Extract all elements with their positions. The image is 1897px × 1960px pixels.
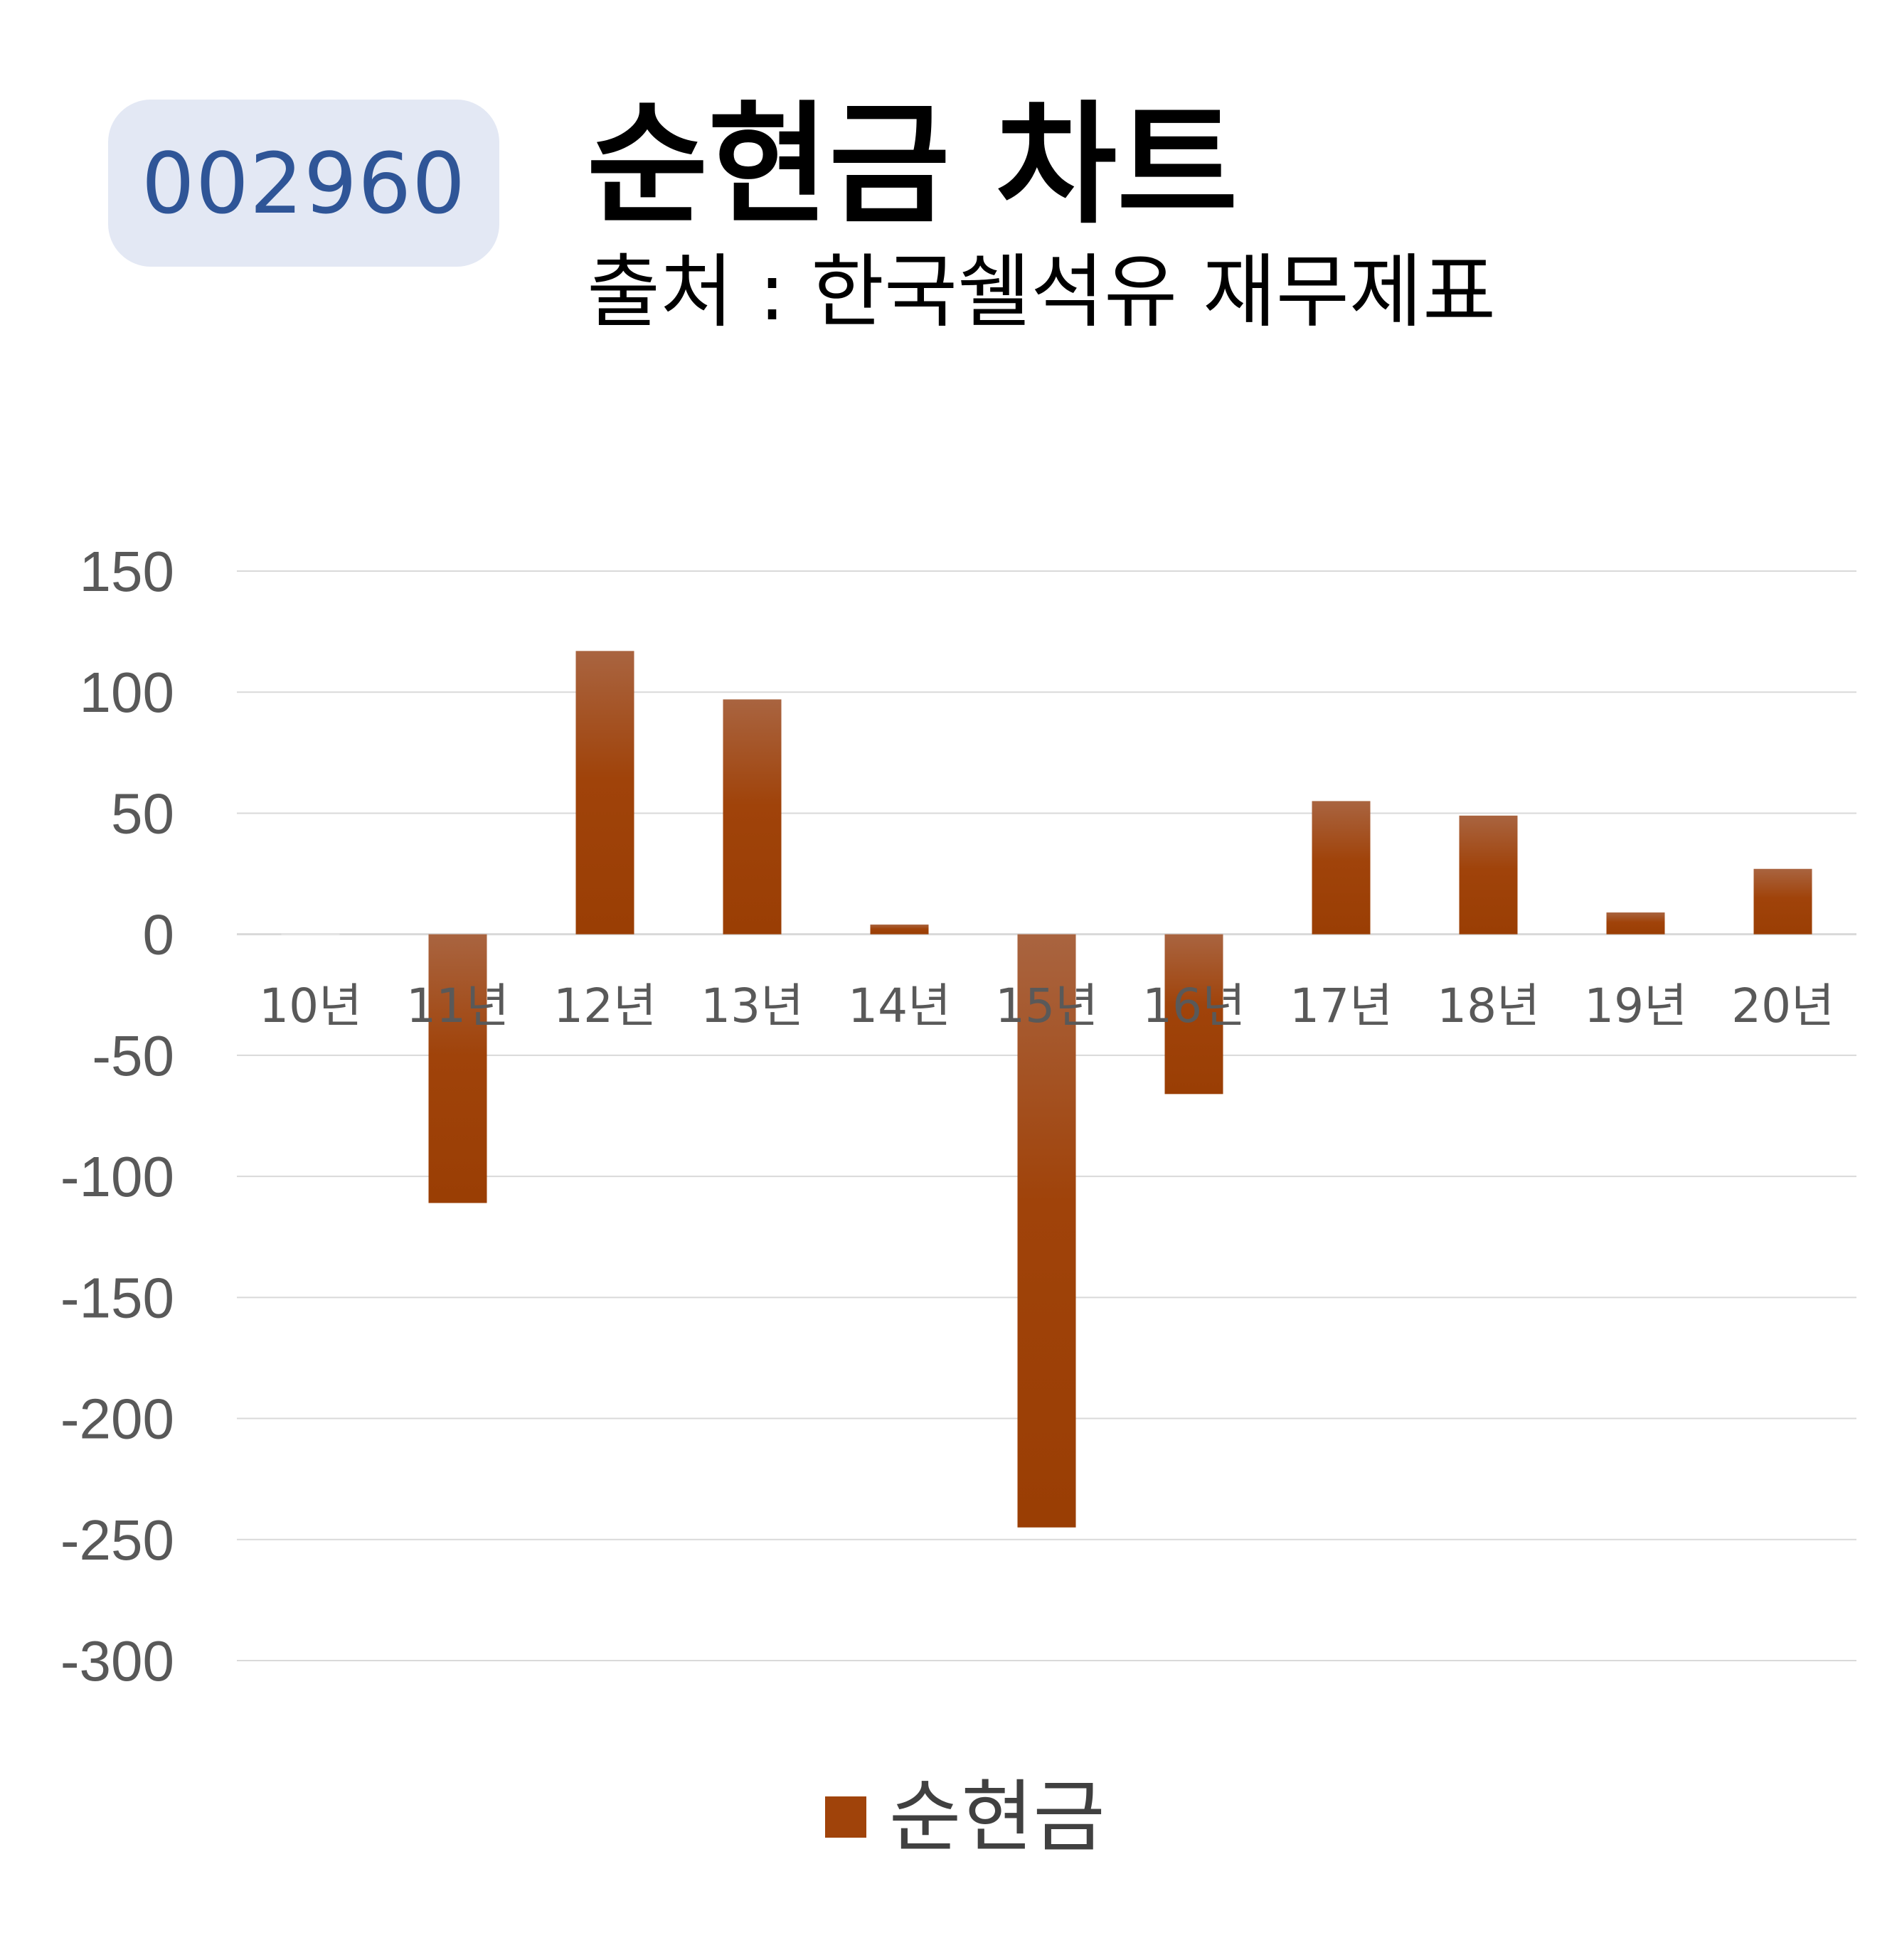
- legend: 순현금: [825, 1778, 1105, 1856]
- stock-code: 002960: [141, 134, 467, 233]
- x-tick-label: 18년: [1437, 979, 1540, 1033]
- bars: [281, 651, 1812, 1528]
- y-tick-label: -250: [60, 1508, 174, 1572]
- bar-11년: [428, 934, 487, 1203]
- chart-subtitle: 출처 : 한국쉘석유 재무제표: [587, 246, 1496, 339]
- stock-code-badge: 002960: [108, 100, 499, 267]
- x-tick-label: 14년: [848, 979, 951, 1033]
- y-tick-label: -200: [60, 1388, 174, 1451]
- x-tick-label: 15년: [995, 979, 1098, 1033]
- bar-13년: [723, 699, 782, 934]
- bar-12년: [575, 651, 634, 934]
- legend-swatch: [825, 1796, 866, 1838]
- bar-17년: [1312, 801, 1371, 934]
- bar-18년: [1459, 815, 1518, 934]
- bar-10년: [281, 933, 340, 935]
- y-tick-label: -50: [92, 1024, 174, 1087]
- x-tick-label: 19년: [1584, 979, 1687, 1033]
- x-axis-ticks: 10년 11년 12년 13년 14년 15년 16년 17년 18년 19년 20년: [259, 979, 1834, 1033]
- y-tick-label: -100: [60, 1145, 174, 1208]
- bar-20년: [1753, 868, 1812, 934]
- bar-14년: [870, 925, 929, 934]
- y-tick-label: 50: [111, 782, 174, 845]
- bar-15년: [1017, 934, 1076, 1528]
- y-tick-label: -150: [60, 1266, 174, 1329]
- x-tick-label: 11년: [406, 979, 509, 1033]
- chart-title: 순현금 차트: [587, 88, 1238, 242]
- x-tick-label: 12년: [553, 979, 657, 1033]
- bar-19년: [1606, 912, 1665, 934]
- y-tick-label: 0: [143, 903, 175, 966]
- y-tick-label: -300: [60, 1629, 174, 1693]
- y-tick-label: 150: [80, 540, 174, 603]
- x-tick-label: 13년: [701, 979, 804, 1033]
- x-tick-label: 17년: [1290, 979, 1393, 1033]
- y-axis-ticks: 150 100 50 0 -50 -100 -150 -200 -250 -300: [60, 540, 174, 1693]
- x-tick-label: 10년: [259, 979, 362, 1033]
- legend-label: 순현금: [889, 1772, 1105, 1863]
- y-tick-label: 100: [80, 661, 174, 724]
- x-tick-label: 16년: [1142, 979, 1245, 1033]
- x-tick-label: 20년: [1731, 979, 1834, 1033]
- bar-16년: [1164, 934, 1223, 1094]
